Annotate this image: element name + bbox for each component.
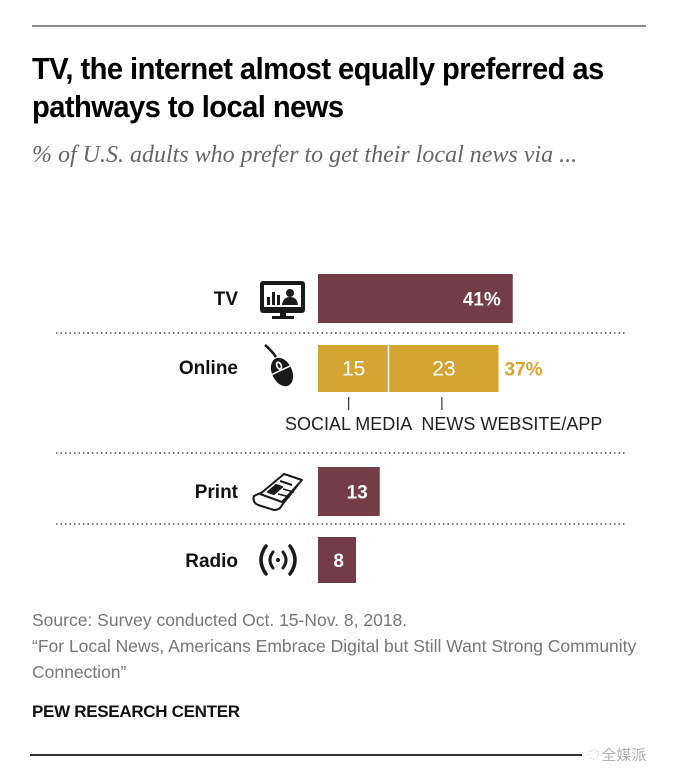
source-line-2: “For Local News, Americans Embrace Digit… [32, 636, 637, 682]
data-label-online-1: 23 [432, 358, 455, 381]
watermark-text: 全媒派 [601, 746, 647, 764]
watermark: ◌ 全媒派 [588, 744, 646, 765]
data-label-print: 13 [347, 483, 368, 504]
bar-radio [318, 537, 356, 583]
bottom-rule [30, 754, 582, 756]
mouse-icon [264, 344, 294, 387]
radio-waves-icon [259, 544, 297, 576]
bar-online-social-media [318, 345, 388, 392]
top-rule [32, 25, 646, 27]
newspaper-icon [252, 473, 303, 511]
total-label-online: 37% [505, 360, 543, 381]
data-label-online-0: 15 [342, 358, 365, 381]
wechat-icon: ◌ [588, 747, 600, 762]
row-label-print: Print [195, 482, 239, 503]
bar-online-news-website-app [389, 345, 499, 392]
bar-tv [318, 274, 513, 323]
source-note: Source: Survey conducted Oct. 15-Nov. 8,… [32, 607, 652, 685]
source-line-1: Source: Survey conducted Oct. 15-Nov. 8,… [32, 610, 408, 630]
chart-title: TV, the internet almost equally preferre… [32, 51, 604, 124]
bar-print [318, 467, 380, 516]
data-label-radio: 8 [333, 551, 344, 572]
bars-group: 41% 15 23 37% 13 8 [318, 274, 543, 583]
chart-subtitle: % of U.S. adults who prefer to get their… [32, 142, 578, 168]
annotation-news-website-app: NEWS WEBSITE/APP [421, 414, 602, 434]
credit-pew: PEW RESEARCH CENTER [32, 702, 240, 721]
row-label-online: Online [179, 358, 238, 379]
data-label-tv: 41% [463, 290, 501, 311]
annotation-social-media: SOCIAL MEDIA [285, 414, 412, 434]
tv-icon [260, 281, 305, 319]
row-label-tv: TV [214, 289, 239, 310]
row-label-radio: Radio [185, 551, 238, 572]
